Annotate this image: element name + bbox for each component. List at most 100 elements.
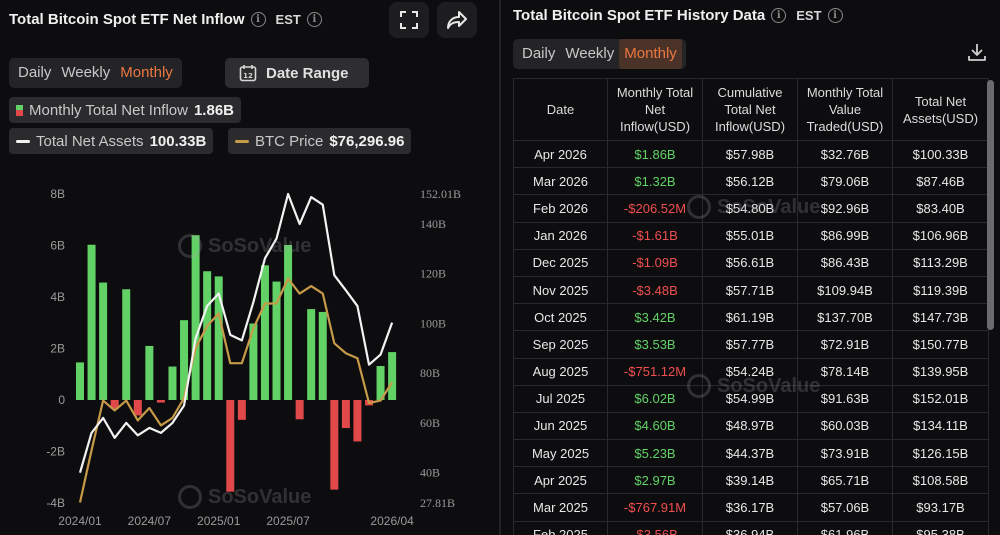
- bar-swatch-icon: [16, 104, 23, 116]
- net-inflow-cell: $4.60B: [607, 411, 703, 441]
- legend-btc-price[interactable]: BTC Price $76,296.96: [228, 128, 412, 154]
- date-range-button[interactable]: 12 Date Range: [225, 58, 369, 88]
- column-header-cumulative[interactable]: Cumulative Total Net Inflow(USD): [702, 78, 798, 141]
- inflow-bar: [260, 265, 269, 400]
- btc-price-line: [78, 277, 394, 503]
- fullscreen-button[interactable]: [389, 2, 429, 38]
- inflow-bar: [191, 235, 200, 400]
- date-cell: Aug 2025: [513, 357, 608, 386]
- inflow-bar: [122, 289, 131, 400]
- net-inflow-panel: Total Bitcoin Spot ETF Net Inflow i EST …: [0, 0, 496, 535]
- table-scrollbar[interactable]: [987, 80, 994, 330]
- tab-monthly[interactable]: Monthly: [120, 64, 173, 81]
- inflow-bar: [99, 282, 108, 400]
- net-inflow-cell: -$3.48B: [607, 275, 703, 305]
- net-assets-line: [78, 192, 394, 473]
- date-cell: Nov 2025: [513, 275, 608, 305]
- info-icon[interactable]: i: [250, 12, 266, 27]
- net-assets-cell: $106.96B: [892, 221, 989, 250]
- net-inflow-cell: -$1.61B: [607, 221, 703, 250]
- table-row[interactable]: Oct 2025 $3.42B $61.19B $137.70B $147.73B: [513, 303, 989, 332]
- cumulative-cell: $56.12B: [702, 167, 798, 196]
- date-range-label: Date Range: [266, 64, 349, 82]
- panel-title: Total Bitcoin Spot ETF History Data i ES…: [513, 7, 843, 24]
- interval-tabs: Daily Weekly Monthly: [513, 39, 686, 69]
- cumulative-cell: $44.37B: [702, 439, 798, 468]
- tab-monthly[interactable]: Monthly: [619, 39, 682, 69]
- date-cell: Apr 2026: [513, 139, 608, 169]
- table-row[interactable]: Nov 2025 -$3.48B $57.71B $109.94B $119.39B: [513, 275, 989, 305]
- tab-weekly[interactable]: Weekly: [61, 64, 111, 81]
- download-icon: [968, 44, 986, 61]
- cumulative-cell: $54.24B: [702, 357, 798, 386]
- share-button[interactable]: [437, 2, 477, 38]
- table-row[interactable]: Sep 2025 $3.53B $57.77B $72.91B $150.77B: [513, 330, 989, 359]
- download-button[interactable]: [967, 42, 987, 67]
- legend-net-inflow[interactable]: Monthly Total Net Inflow 1.86B: [9, 97, 241, 123]
- net-inflow-cell: -$206.52M: [607, 194, 703, 223]
- column-header-value-traded[interactable]: Monthly Total Value Traded(USD): [797, 78, 893, 141]
- inflow-bar: [272, 281, 281, 400]
- y-right-tick-label: 100B: [420, 316, 446, 330]
- info-icon[interactable]: i: [827, 8, 843, 23]
- tab-weekly[interactable]: Weekly: [565, 45, 615, 62]
- x-tick-label: 2024/07: [128, 514, 172, 528]
- date-cell: Mar 2026: [513, 167, 608, 196]
- legend-value: 100.33B: [149, 132, 207, 150]
- table-row[interactable]: Jul 2025 $6.02B $54.99B $91.63B $152.01B: [513, 384, 989, 413]
- fullscreen-icon: [400, 11, 418, 29]
- net-inflow-cell: $5.23B: [607, 439, 703, 468]
- value-traded-cell: $57.06B: [797, 493, 893, 522]
- legend-value: $76,296.96: [329, 132, 405, 150]
- cumulative-cell: $57.77B: [702, 330, 798, 359]
- value-traded-cell: $86.43B: [797, 248, 893, 277]
- info-icon[interactable]: i: [771, 8, 787, 23]
- y-left-tick-label: 2B: [50, 342, 65, 356]
- inflow-bar: [295, 400, 304, 420]
- table-row[interactable]: Feb 2026 -$206.52M $54.80B $92.96B $83.40B: [513, 194, 989, 223]
- y-left-tick-label: 4B: [50, 290, 65, 304]
- column-header-net-assets[interactable]: Total Net Assets(USD): [892, 78, 989, 141]
- line-swatch-icon: [16, 139, 30, 143]
- y-left-tick-label: -2B: [46, 445, 65, 459]
- legend-label: Total Net Assets: [36, 132, 144, 150]
- table-row[interactable]: Mar 2025 -$767.91M $36.17B $57.06B $93.17B: [513, 493, 989, 522]
- line-swatch-icon: [235, 139, 249, 143]
- inflow-bar: [376, 366, 385, 400]
- net-assets-cell: $95.38B: [892, 520, 989, 535]
- column-header-net-inflow[interactable]: Monthly Total Net Inflow(USD): [607, 78, 703, 141]
- value-traded-cell: $61.96B: [797, 520, 893, 535]
- history-table-container[interactable]: Date Monthly Total Net Inflow(USD) Cumul…: [513, 78, 993, 535]
- date-cell: Dec 2025: [513, 248, 608, 277]
- legend-label: BTC Price: [255, 132, 324, 150]
- cumulative-cell: $54.99B: [702, 384, 798, 413]
- table-row[interactable]: Apr 2026 $1.86B $57.98B $32.76B $100.33B: [513, 139, 989, 169]
- table-row[interactable]: Dec 2025 -$1.09B $56.61B $86.43B $113.29B: [513, 248, 989, 277]
- table-row[interactable]: May 2025 $5.23B $44.37B $73.91B $126.15B: [513, 439, 989, 468]
- table-row[interactable]: Feb 2025 -$3.56B $36.94B $61.96B $95.38B: [513, 520, 989, 535]
- info-icon[interactable]: i: [306, 12, 322, 27]
- date-cell: Mar 2025: [513, 493, 608, 522]
- date-cell: Sep 2025: [513, 330, 608, 359]
- column-header-date[interactable]: Date: [513, 78, 608, 141]
- tab-daily[interactable]: Daily: [18, 64, 52, 81]
- inflow-bar: [180, 320, 189, 400]
- table-row[interactable]: Aug 2025 -$751.12M $54.24B $78.14B $139.95B: [513, 357, 989, 386]
- calendar-icon: 12: [239, 65, 257, 82]
- table-row[interactable]: Jan 2026 -$1.61B $55.01B $86.99B $106.96B: [513, 221, 989, 250]
- net-assets-cell: $83.40B: [892, 194, 989, 223]
- legend-net-assets[interactable]: Total Net Assets 100.33B: [9, 128, 214, 154]
- value-traded-cell: $137.70B: [797, 303, 893, 332]
- cumulative-cell: $54.80B: [702, 194, 798, 223]
- table-row[interactable]: Mar 2026 $1.32B $56.12B $79.06B $87.46B: [513, 167, 989, 196]
- net-inflow-cell: $2.97B: [607, 466, 703, 495]
- interval-tabs: Daily Weekly Monthly: [9, 58, 182, 88]
- table-row[interactable]: Jun 2025 $4.60B $48.97B $60.03B $134.11B: [513, 411, 989, 441]
- tab-daily[interactable]: Daily: [522, 45, 556, 62]
- x-tick-label: 2025/07: [266, 514, 310, 528]
- legend-value: 1.86B: [193, 101, 234, 119]
- y-left-tick-label: 0: [58, 393, 65, 407]
- net-assets-cell: $147.73B: [892, 303, 989, 332]
- table-row[interactable]: Apr 2025 $2.97B $39.14B $65.71B $108.58B: [513, 466, 989, 495]
- net-assets-cell: $113.29B: [892, 248, 989, 277]
